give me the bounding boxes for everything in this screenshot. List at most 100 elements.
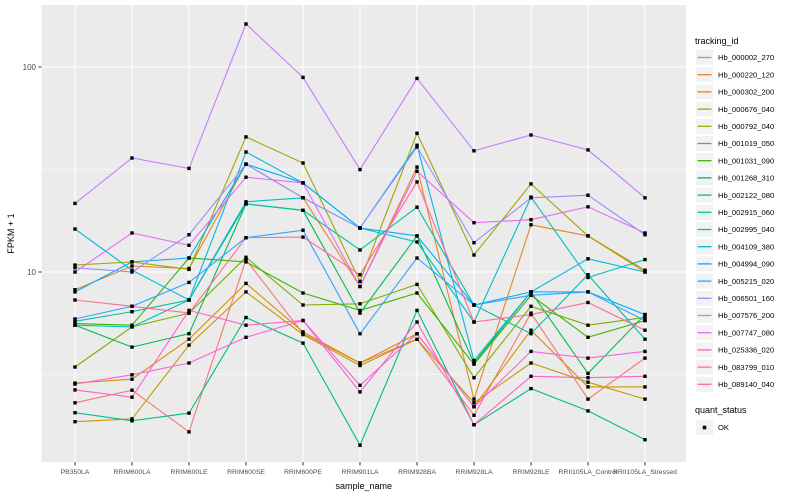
- data-point-Hb_000220_120-PB350LA: [73, 288, 77, 292]
- data-point-Hb_089140_040-RRIM600LE: [187, 311, 191, 315]
- data-point-Hb_005215_020-RRIM928BA: [415, 256, 419, 260]
- x-tick-label: RRIM600SE: [227, 469, 265, 476]
- data-point-Hb_004109_380-RRII105LA_Control: [586, 257, 590, 261]
- data-point-Hb_000302_200-RRIM600SE: [244, 281, 248, 286]
- data-point-Hb_002995_040-RRII105LA_Control: [586, 275, 590, 280]
- data-point-Hb_083799_010-RRIM928BA: [415, 320, 419, 324]
- legend-quant-status: quant_status OK: [695, 405, 747, 435]
- legend-item-Hb_005215_020: Hb_005215_020: [696, 273, 774, 289]
- data-point-Hb_002915_060-RRIM600LA: [130, 310, 134, 314]
- data-point-Hb_004994_090-RRIM928BA: [415, 234, 419, 238]
- legend-item-label: Hb_025336_020: [718, 346, 774, 355]
- data-point-Hb_025336_020-RRIM600LE: [187, 361, 191, 365]
- data-point-Hb_001268_310-RRIM928LA: [472, 361, 476, 365]
- data-point-Hb_083799_010-RRIM901LA: [358, 390, 362, 394]
- data-point-Hb_005215_020-RRIM928LE: [529, 293, 533, 297]
- data-point-Hb_000676_040-RRIM600SE: [244, 290, 248, 294]
- legend-item-label: Hb_001019_050: [718, 139, 774, 148]
- data-point-Hb_000676_040-RRIM600PE: [301, 332, 305, 337]
- data-point-Hb_006501_160-RRIM600LE: [187, 233, 191, 237]
- data-point-Hb_000676_040-RRII105LA_Control: [586, 380, 590, 384]
- data-point-Hb_001019_050-RRII105LA_Stressed: [643, 315, 647, 320]
- data-point-Hb_002122_080-RRIM928BA: [415, 308, 419, 313]
- data-point-Hb_000002_270-RRII105LA_Stressed: [643, 356, 647, 360]
- legend-item-Hb_007576_200: Hb_007576_200: [696, 308, 774, 323]
- data-point-Hb_000676_040-RRII105LA_Stressed: [643, 397, 647, 401]
- legend-item-label: Hb_001031_090: [718, 156, 774, 165]
- quant-legend-title: quant_status: [695, 405, 747, 415]
- data-point-Hb_002995_040-RRII105LA_Stressed: [643, 257, 647, 262]
- legend-item-Hb_001019_050: Hb_001019_050: [696, 136, 774, 151]
- data-point-Hb_001019_050-RRIM928LE: [529, 304, 533, 308]
- data-point-Hb_004109_380-PB350LA: [73, 227, 77, 231]
- data-point-Hb_005215_020-PB350LA: [73, 317, 77, 321]
- legend-item-Hb_004994_090: Hb_004994_090: [696, 256, 774, 272]
- data-point-Hb_002122_080-RRII105LA_Stressed: [643, 438, 647, 442]
- data-point-Hb_025336_020-PB350LA: [73, 382, 77, 386]
- data-point-Hb_002122_080-RRIM928LE: [529, 386, 533, 391]
- y-axis-title: FPKM + 1: [6, 213, 16, 253]
- data-point-Hb_001019_050-RRIM901LA: [358, 302, 362, 306]
- data-point-Hb_005215_020-RRII105LA_Control: [586, 290, 590, 294]
- legend-item-Hb_002122_080: Hb_002122_080: [696, 187, 774, 203]
- data-point-Hb_000676_040-PB350LA: [73, 420, 77, 424]
- data-point-Hb_001268_310-RRII105LA_Control: [586, 371, 590, 376]
- legend-item-label: Hb_002995_040: [718, 225, 774, 234]
- data-point-Hb_089140_040-RRIM928BA: [415, 180, 419, 184]
- data-point-Hb_000220_120-RRIM928BA: [415, 165, 419, 169]
- data-point-Hb_000792_040-RRIM901LA: [358, 279, 362, 284]
- data-point-Hb_025336_020-RRIM928LA: [472, 405, 476, 409]
- data-point-Hb_000676_040-RRIM928LE: [529, 361, 533, 365]
- data-point-Hb_025336_020-RRIM600SE: [244, 335, 248, 339]
- data-point-Hb_002995_040-RRIM600SE: [244, 200, 248, 204]
- data-point-Hb_000302_200-RRIM600LE: [187, 337, 191, 341]
- data-point-Hb_083799_010-RRII105LA_Stressed: [643, 374, 647, 378]
- data-point-Hb_000002_270-RRIM600LA: [130, 388, 134, 392]
- data-point-Hb_001031_090-RRIM600PE: [301, 291, 305, 295]
- data-point-Hb_089140_040-RRII105LA_Stressed: [643, 328, 647, 332]
- data-point-Hb_001268_310-RRIM901LA: [358, 311, 362, 315]
- data-point-Hb_000302_200-RRII105LA_Stressed: [643, 385, 647, 389]
- legend-item-label: Hb_006501_160: [718, 294, 774, 303]
- data-point-Hb_001031_090-RRIM928BA: [415, 291, 419, 295]
- data-point-Hb_000302_200-RRIM600LA: [130, 377, 134, 381]
- data-point-Hb_007576_200-RRIM600LE: [187, 166, 191, 171]
- data-point-Hb_000792_040-RRIM600SE: [244, 135, 248, 139]
- data-point-Hb_007747_080-RRIM600LA: [130, 231, 134, 235]
- data-point-Hb_000302_200-RRIM928LE: [529, 328, 533, 332]
- legend-item-Hb_002995_040: Hb_002995_040: [696, 222, 774, 237]
- legend-item-label: Hb_000302_200: [718, 88, 774, 97]
- x-tick-label: RRIM901LA: [341, 469, 378, 476]
- data-point-Hb_004994_090-RRIM600LE: [187, 256, 191, 260]
- data-point-Hb_000676_040-RRIM600LE: [187, 343, 191, 347]
- legend-item-label: Hb_002915_060: [718, 208, 774, 217]
- data-point-Hb_089140_040-RRIM600LA: [130, 304, 134, 308]
- legend-item-label: Hb_001268_310: [718, 174, 774, 183]
- legend-item-Hb_007747_080: Hb_007747_080: [696, 325, 774, 341]
- data-point-Hb_025336_020-RRIM928BA: [415, 332, 419, 336]
- black-square-marker-icon: [702, 425, 707, 430]
- legend-item-label: Hb_000676_040: [718, 105, 774, 114]
- data-point-Hb_002915_060-RRIM928LE: [529, 332, 533, 336]
- x-tick-label: RRII105LA_Stressed: [613, 469, 677, 476]
- series-points: [73, 22, 647, 447]
- data-point-Hb_006501_160-RRIM600SE: [244, 162, 248, 166]
- legend-item-label: Hb_083799_010: [718, 363, 774, 372]
- legend-item-Hb_000002_270: Hb_000002_270: [696, 50, 774, 65]
- data-point-Hb_002122_080-RRIM600SE: [244, 315, 248, 320]
- data-point-Hb_001019_050-RRIM600PE: [301, 303, 305, 307]
- data-point-Hb_007576_200-RRIM928LA: [472, 149, 476, 153]
- quant-legend-item-label: OK: [718, 423, 729, 432]
- data-point-Hb_007576_200-PB350LA: [73, 201, 77, 206]
- data-point-Hb_004109_380-RRIM600LE: [187, 298, 191, 302]
- data-point-Hb_000676_040-RRIM928LA: [472, 401, 476, 405]
- data-point-Hb_025336_020-RRIM901LA: [358, 383, 362, 387]
- data-point-Hb_002122_080-RRIM600LA: [130, 419, 134, 423]
- data-point-Hb_000792_040-RRIM928LA: [472, 253, 476, 257]
- data-point-Hb_002915_060-RRIM600PE: [301, 208, 305, 212]
- data-point-Hb_000676_040-RRIM901LA: [358, 363, 362, 368]
- legend-item-label: Hb_004109_380: [718, 242, 774, 251]
- x-tick-label: RRIM600LE: [170, 469, 207, 476]
